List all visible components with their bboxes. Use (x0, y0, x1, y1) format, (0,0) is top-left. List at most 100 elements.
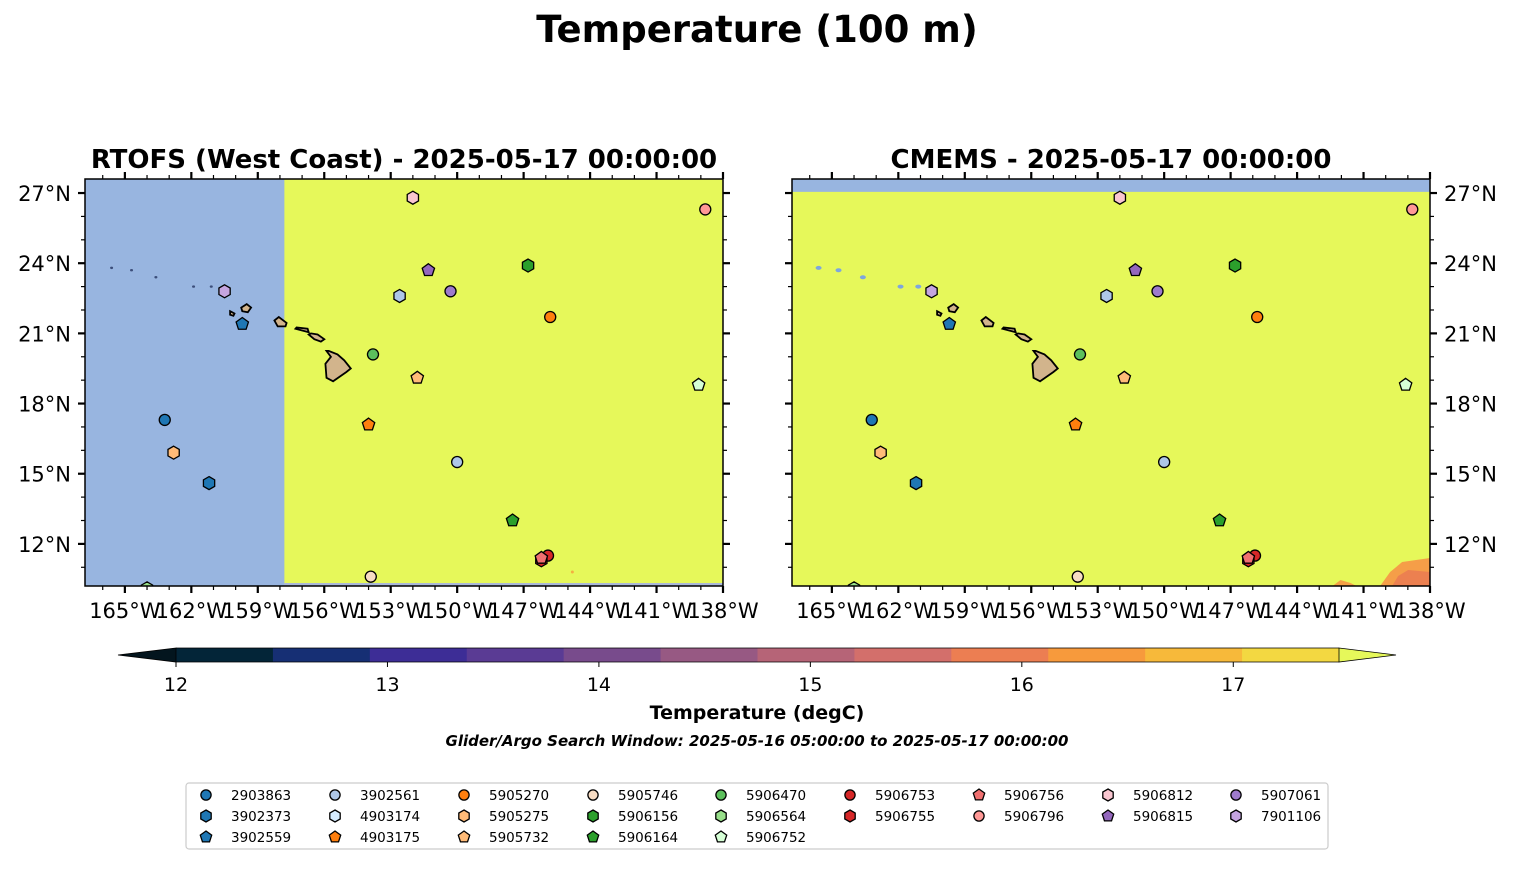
legend-marker-3902559 (199, 830, 213, 843)
legend-label: 3902559 (231, 830, 291, 846)
colorbar-tick-label: 17 (1221, 674, 1245, 696)
rtofs-islet-0 (110, 266, 114, 270)
rtofs-float-7901106 (218, 284, 231, 299)
legend-label: 5906756 (1004, 788, 1064, 804)
legend-label: 5905746 (618, 788, 678, 804)
rtofs-warm-speck (570, 570, 574, 574)
rtofs-island-kauai (240, 302, 253, 314)
cmems-float-3902561 (1157, 455, 1171, 469)
legend-label: 5907061 (1261, 788, 1321, 804)
rtofs-lat-label: 15°N (18, 463, 71, 487)
legend-marker-7901106 (1230, 809, 1242, 823)
legend-marker-5906752 (714, 830, 728, 843)
rtofs-lon-label: 165°W (89, 599, 161, 623)
legend-marker-2903863 (200, 789, 212, 801)
rtofs-float-5905270 (544, 310, 557, 324)
cmems-lon-label: 156°W (996, 599, 1068, 623)
rtofs-float-5905732 (410, 370, 425, 384)
colorbar-over-extension (1338, 647, 1397, 663)
rtofs-island-oahu (273, 315, 288, 328)
rtofs-island-hawaii (324, 350, 353, 383)
legend-marker-5906753 (844, 789, 856, 801)
cmems-lon-label: 162°W (863, 599, 935, 623)
legend-marker-5906156 (587, 809, 599, 823)
cmems-float-5905746 (1071, 570, 1084, 583)
legend-label: 5906812 (1133, 788, 1193, 804)
cmems-nodata-band (792, 179, 1430, 192)
rtofs-float-2903863 (158, 413, 171, 427)
rtofs-float-5906470 (366, 348, 380, 361)
cmems-lat-label: 15°N (1444, 463, 1497, 487)
legend-label: 7901106 (1261, 809, 1321, 825)
cmems-axes-frame (791, 178, 1431, 587)
legend-marker-5906755 (844, 809, 856, 823)
cmems-float-4903174 (1100, 288, 1113, 304)
rtofs-lon-label: 162°W (156, 599, 228, 623)
cmems-float-5906564 (847, 581, 861, 586)
legend-marker-5905270 (458, 789, 470, 801)
colorbar-bin (176, 648, 274, 662)
cmems-islet-3 (835, 268, 842, 273)
legend-label: 5906755 (875, 809, 935, 825)
rtofs-float-3902559 (235, 316, 250, 330)
rtofs-lon-label: 138°W (687, 599, 759, 623)
cmems-field (792, 179, 1430, 586)
legend-label: 5906753 (875, 788, 935, 804)
cmems-float-5906756 (1241, 550, 1256, 564)
rtofs-axes-frame (84, 178, 724, 587)
cmems-island-molokai (1000, 326, 1018, 334)
cmems-lon-label: 144°W (1261, 599, 1333, 623)
legend-marker-5905732 (457, 830, 471, 843)
cmems-map-panel: CMEMS - 2025-05-17 00:00:00 165°W162°W15… (785, 145, 1497, 623)
search-window-caption: Glider/Argo Search Window: 2025-05-16 05… (446, 732, 1069, 750)
cmems-lat-label: 12°N (1444, 533, 1497, 557)
cmems-lat-label: 27°N (1444, 182, 1497, 206)
cmems-islet-1 (859, 275, 866, 280)
cmems-lon-label: 150°W (1128, 599, 1200, 623)
cmems-warm-corner-inner (1392, 570, 1430, 586)
colorbar-bin (1145, 648, 1243, 662)
rtofs-island-maui (307, 332, 326, 343)
cmems-float-2903863 (865, 413, 878, 427)
temperature-colorbar: 12 13 14 15 16 17 (117, 647, 1397, 696)
legend-marker-5906812 (1102, 788, 1114, 802)
colorbar-bin (854, 648, 952, 662)
legend-frame (185, 782, 1329, 850)
rtofs-islet-2 (192, 285, 196, 288)
cmems-float-5906156 (1228, 258, 1242, 273)
rtofs-island-molokai (293, 326, 311, 334)
legend-label: 5906752 (746, 830, 806, 846)
colorbar-bin (1242, 648, 1340, 662)
rtofs-panel-title: RTOFS (West Coast) - 2025-05-17 00:00:00 (91, 145, 717, 175)
colorbar-bin (660, 648, 758, 662)
rtofs-float-4903175 (361, 417, 376, 431)
rtofs-float-3902373 (202, 475, 216, 491)
float-legend: 2903863 3902373 3902559 3902561 4903174 49031… (185, 782, 1329, 850)
legend-label: 5906470 (746, 788, 806, 804)
rtofs-float-5906156 (521, 258, 535, 273)
rtofs-float-5905275 (167, 445, 180, 460)
legend-marker-5906164 (586, 830, 600, 843)
rtofs-lon-label: 153°W (355, 599, 427, 623)
colorbar-bin (563, 648, 662, 662)
rtofs-map-panel: RTOFS (West Coast) - 2025-05-17 00:00:00… (18, 145, 759, 623)
legend-label: 4903175 (360, 830, 420, 846)
rtofs-float-3902561 (450, 455, 464, 469)
colorbar-tick-label: 14 (587, 674, 611, 696)
colorbar-bin (1048, 648, 1146, 662)
rtofs-map-body (85, 179, 723, 586)
legend-label: 5905275 (489, 809, 549, 825)
legend-label: 5906815 (1133, 809, 1193, 825)
rtofs-float-5906752 (691, 377, 706, 391)
cmems-float-5906815 (1128, 262, 1143, 277)
legend-marker-5906815 (1101, 809, 1115, 822)
legend-label: 5906156 (618, 809, 678, 825)
cmems-island-maui (1014, 332, 1033, 343)
legend-label: 5905732 (489, 830, 549, 846)
legend-marker-3902373 (200, 809, 212, 823)
cmems-float-3902373 (909, 475, 923, 491)
rtofs-islet-4 (209, 285, 213, 288)
cmems-float-5906812 (1113, 190, 1127, 205)
cmems-island-niihau (936, 309, 943, 317)
